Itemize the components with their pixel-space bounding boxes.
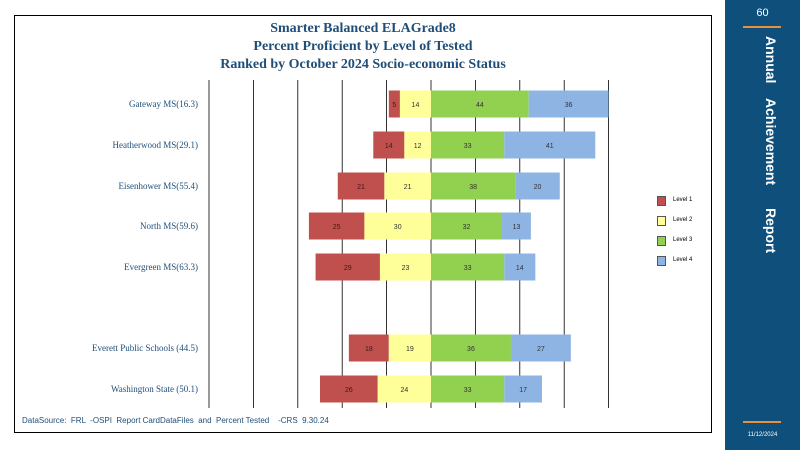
data-label-level-2: 30	[394, 224, 402, 231]
bar-row: 14 12 33 41 Heatherwood MS(29.1)	[113, 131, 596, 159]
bar-level-3	[431, 90, 529, 118]
bar-level-1	[320, 375, 378, 403]
category-label: Washington State (50.1)	[111, 384, 198, 394]
sidebar: 60 Annual Achievement Report 11/12/2024	[725, 0, 800, 450]
data-label-level-1: 25	[333, 224, 341, 231]
data-label-level-3: 33	[464, 387, 472, 394]
data-label-level-2: 24	[400, 387, 408, 394]
legend-label-level-4: Level 4	[673, 257, 693, 263]
data-label-level-3: 33	[464, 265, 472, 272]
bar-level-4	[528, 90, 609, 118]
data-label-level-4: 20	[534, 184, 542, 191]
bar-level-4	[502, 212, 531, 240]
bar-level-4	[504, 131, 596, 159]
sidebar-date: 11/12/2024	[747, 432, 778, 438]
bar-level-2	[404, 131, 431, 159]
data-label-level-1: 26	[345, 387, 353, 394]
sidebar-title-word-achievement: Achievement	[763, 98, 779, 186]
bar-row: 5 14 44 36 Gateway MS(16.3)	[129, 90, 609, 118]
data-label-level-3: 44	[476, 102, 484, 109]
data-label-level-2: 21	[404, 184, 412, 191]
bar-level-1	[315, 253, 380, 281]
data-label-level-4: 13	[513, 224, 521, 231]
bar-level-3	[431, 212, 503, 240]
bar-level-3	[431, 131, 505, 159]
bar-level-1	[337, 172, 385, 200]
data-label-level-2: 19	[406, 346, 414, 353]
category-label: North MS(59.6)	[140, 221, 198, 231]
legend-label-level-1: Level 1	[673, 197, 693, 203]
data-label-level-4: 41	[546, 143, 554, 150]
bar-level-3	[431, 253, 505, 281]
bar-level-1	[388, 90, 400, 118]
data-label-level-4: 17	[519, 387, 527, 394]
category-label: Eisenhower MS(55.4)	[119, 181, 199, 191]
legend-label-level-3: Level 3	[673, 237, 693, 243]
category-label: Everett Public Schools (44.5)	[92, 343, 198, 353]
legend-swatch-level-1	[657, 196, 666, 206]
category-label: Gateway MS(16.3)	[129, 99, 198, 109]
legend-swatch-level-3	[657, 236, 666, 246]
bar-row: 26 24 33 17 Washington State (50.1)	[111, 375, 542, 403]
data-label-level-2: 12	[414, 143, 422, 150]
bar-level-1	[373, 131, 405, 159]
legend-label-level-2: Level 2	[673, 217, 693, 223]
accent-line-top	[743, 26, 781, 28]
bar-row: 21 21 38 20 Eisenhower MS(55.4)	[119, 172, 560, 200]
data-label-level-3: 33	[464, 143, 472, 150]
data-label-level-4: 14	[516, 265, 524, 272]
data-label-level-1: 29	[344, 265, 352, 272]
data-label-level-4: 36	[565, 102, 573, 109]
accent-line-bottom	[743, 421, 781, 423]
bar-level-2	[388, 334, 431, 362]
bar-level-2	[384, 172, 431, 200]
bar-level-4	[504, 253, 536, 281]
sidebar-title-word-annual: Annual	[763, 36, 779, 84]
bar-row: 18 19 36 27 Everett Public Schools (44.5)	[92, 334, 571, 362]
chart-title: Smarter Balanced ELAGrade8 Percent Profi…	[14, 20, 712, 74]
bar-level-2	[377, 375, 431, 403]
chart-title-line-2: Percent Proficient by Level of Tested	[253, 39, 473, 54]
data-label-level-2: 23	[402, 265, 410, 272]
bar-row: 29 23 33 14 Evergreen MS(63.3)	[124, 253, 536, 281]
data-label-level-1: 18	[365, 346, 373, 353]
bar-level-2	[399, 90, 431, 118]
page-number: 60	[756, 7, 769, 19]
data-label-level-3: 38	[469, 184, 477, 191]
bar-level-4	[504, 375, 542, 403]
chart-title-line-1: Smarter Balanced ELAGrade8	[270, 21, 456, 36]
bar-level-3	[431, 334, 511, 362]
data-label-level-2: 14	[412, 102, 420, 109]
data-label-level-4: 27	[537, 346, 545, 353]
bar-level-2	[364, 212, 431, 240]
bar-level-4	[515, 172, 560, 200]
data-label-level-1: 21	[357, 184, 365, 191]
bar-level-1	[308, 212, 365, 240]
bar-row: 25 30 32 13 North MS(59.6)	[140, 212, 531, 240]
bar-level-3	[431, 375, 505, 403]
chart-title-line-3: Ranked by October 2024 Socio-economic St…	[220, 57, 506, 72]
category-label: Evergreen MS(63.3)	[124, 262, 198, 272]
data-label-level-1: 5	[392, 102, 396, 109]
bar-level-4	[510, 334, 571, 362]
sidebar-vertical-title: Annual Achievement Report	[747, 36, 779, 253]
sidebar-title-word-report: Report	[763, 208, 779, 254]
data-label-level-3: 32	[463, 224, 471, 231]
legend-swatch-level-2	[657, 216, 666, 226]
source-note: DataSource: FRL -OSPI Report CardDataFil…	[22, 416, 329, 425]
legend-swatch-level-4	[657, 256, 666, 266]
bar-level-3	[431, 172, 516, 200]
category-label: Heatherwood MS(29.1)	[113, 140, 198, 150]
data-label-level-3: 36	[467, 346, 475, 353]
bar-level-2	[379, 253, 431, 281]
data-label-level-1: 14	[385, 143, 393, 150]
bar-level-1	[348, 334, 389, 362]
